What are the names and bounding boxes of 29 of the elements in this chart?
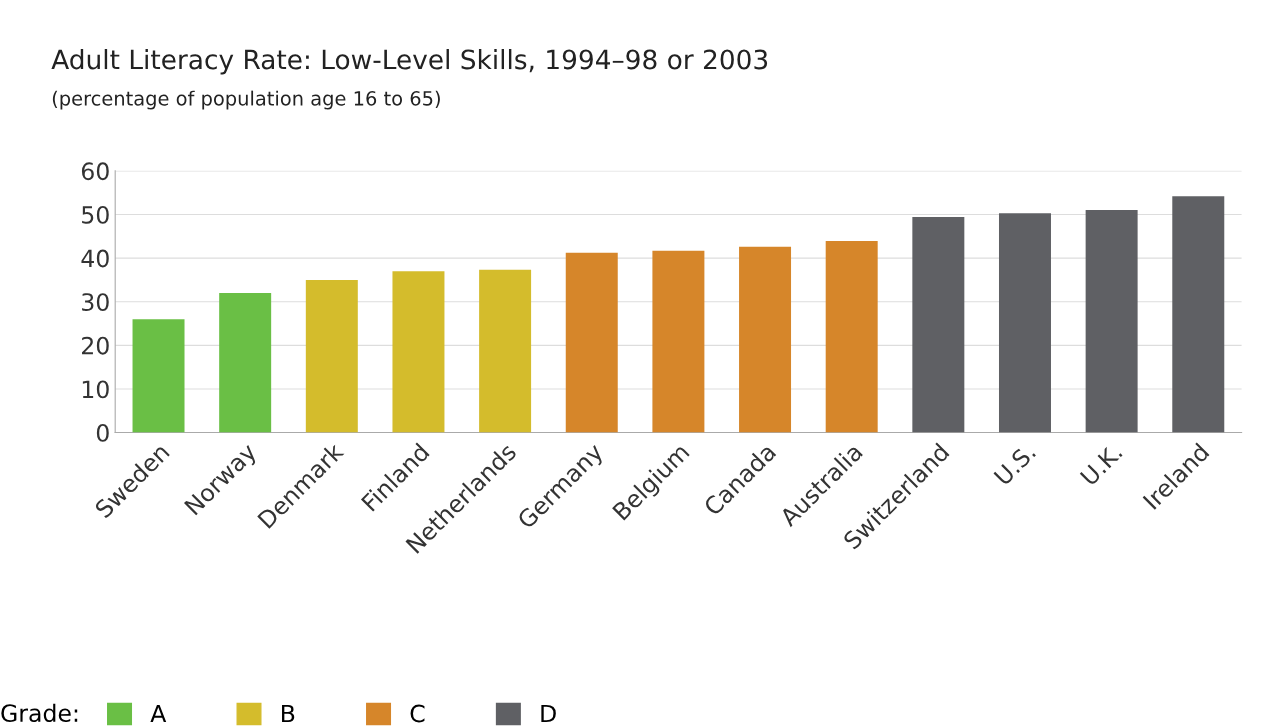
bar bbox=[1172, 196, 1225, 433]
bar bbox=[132, 319, 185, 433]
bar bbox=[479, 269, 532, 433]
chart-title: Adult Literacy Rate: Low-Level Skills, 1994–98 or 2003 bbox=[51, 49, 768, 75]
legend-title: Grade: bbox=[1, 703, 78, 723]
y-tick-label: 10 bbox=[82, 380, 109, 399]
bar bbox=[998, 213, 1051, 433]
bar bbox=[565, 252, 618, 433]
bar bbox=[305, 279, 358, 433]
legend-label: D bbox=[541, 704, 556, 723]
bar bbox=[912, 217, 965, 433]
bar bbox=[652, 250, 705, 433]
chart-subtitle: (percentage of population age 16 to 65) bbox=[52, 90, 440, 110]
bar bbox=[392, 271, 445, 433]
y-tick-label: 50 bbox=[82, 205, 109, 224]
y-tick-label: 0 bbox=[96, 424, 109, 442]
x-tick-label: U.K. bbox=[1079, 443, 1123, 487]
bar bbox=[739, 246, 792, 433]
y-tick-label: 20 bbox=[82, 336, 109, 355]
legend-label: C bbox=[410, 704, 425, 723]
y-tick-label: 30 bbox=[82, 293, 109, 312]
bar bbox=[219, 292, 272, 433]
y-tick-label: 60 bbox=[81, 162, 109, 181]
y-tick-label: 40 bbox=[81, 249, 109, 268]
legend-label: B bbox=[282, 704, 295, 723]
legend-label: A bbox=[150, 704, 167, 723]
x-tick-label: U.S. bbox=[993, 442, 1037, 486]
bar bbox=[1085, 210, 1138, 433]
bar bbox=[825, 241, 878, 433]
